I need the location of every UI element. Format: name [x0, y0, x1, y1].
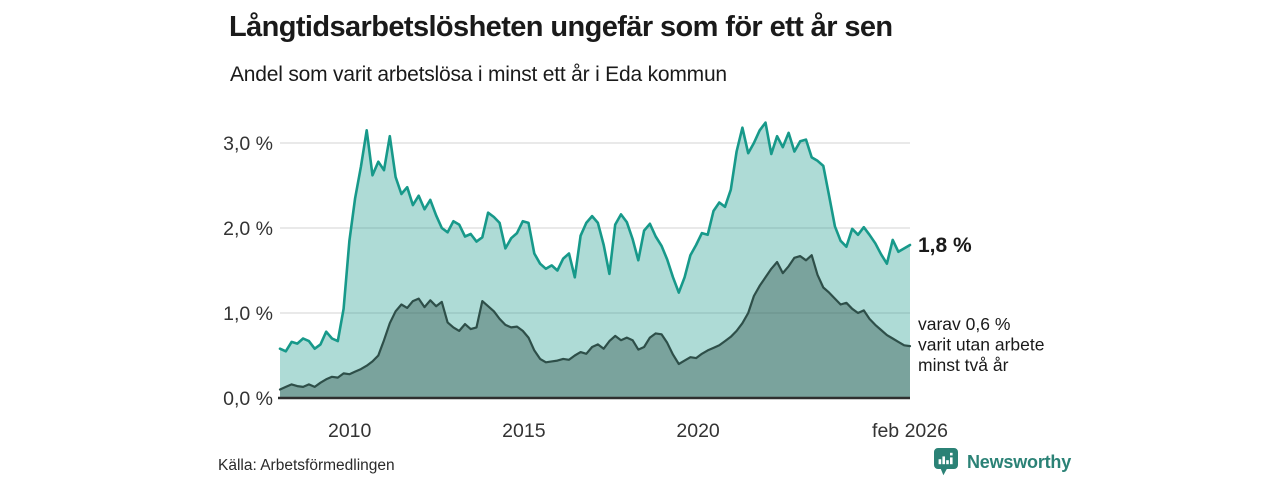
- series-line-unemployed-min-one-year: [278, 121, 912, 353]
- y-axis-label: 1,0 %: [223, 303, 273, 325]
- series-area-unemployed-min-one-year: [280, 122, 910, 398]
- y-axis-label: 0,0 %: [223, 388, 273, 410]
- brand-logo: Newsworthy: [933, 447, 1071, 477]
- latest-value-label: 1,8 %: [918, 234, 972, 257]
- two-year-annotation-line: varav 0,6 %: [918, 314, 1010, 334]
- x-axis-label: 2015: [502, 420, 546, 442]
- two-year-annotation-line: varit utan arbete: [918, 335, 1044, 355]
- x-axis-label: 2010: [328, 420, 372, 442]
- y-axis-label: 3,0 %: [223, 133, 273, 155]
- y-axis-label: 2,0 %: [223, 218, 273, 240]
- two-year-annotation-line: minst två år: [918, 355, 1009, 375]
- chart-subtitle: Andel som varit arbetslösa i minst ett å…: [230, 63, 727, 86]
- source-note: Källa: Arbetsförmedlingen: [218, 457, 395, 474]
- brand-name: Newsworthy: [967, 451, 1072, 472]
- series-area-unemployed-min-two-years: [280, 255, 910, 398]
- newsworthy-speech-bubble-bar-chart-icon: [934, 448, 958, 476]
- x-axis-label: feb 2026: [872, 420, 948, 442]
- chart-title: Långtidsarbetslösheten ungefär som för e…: [229, 11, 893, 43]
- series-line-unemployed-min-two-years: [278, 254, 912, 391]
- x-axis-label: 2020: [676, 420, 720, 442]
